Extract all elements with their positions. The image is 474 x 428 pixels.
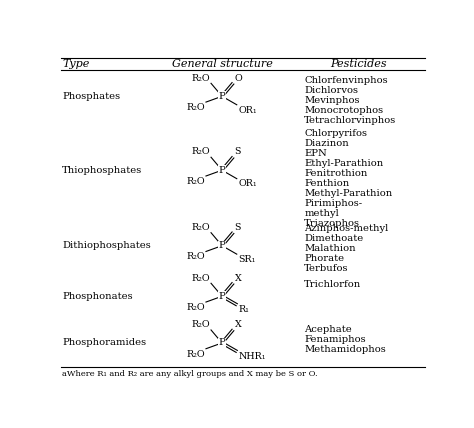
Text: P: P [219,339,225,348]
Text: Terbufos: Terbufos [304,264,349,273]
Text: R₂O: R₂O [191,148,210,157]
Text: Diazinon: Diazinon [304,139,349,148]
Text: Chlorpyrifos: Chlorpyrifos [304,129,367,138]
Text: S: S [235,223,241,232]
Text: P: P [219,166,225,175]
Text: R₂O: R₂O [187,177,205,186]
Text: Dimethoate: Dimethoate [304,234,364,243]
Text: R₂O: R₂O [191,320,210,329]
Text: Triazophos: Triazophos [304,219,360,228]
Text: OR₁: OR₁ [238,179,257,188]
Text: R₂O: R₂O [187,252,205,261]
Text: Phosphates: Phosphates [63,92,120,101]
Text: R₂O: R₂O [187,103,205,112]
Text: O: O [235,74,242,83]
Text: Methyl-Parathion: Methyl-Parathion [304,189,392,198]
Text: Type: Type [63,59,90,69]
Text: Pesticides: Pesticides [330,59,387,69]
Text: Dithiophosphates: Dithiophosphates [63,241,151,250]
Text: R₂O: R₂O [187,303,205,312]
Text: Pirimiphos-: Pirimiphos- [304,199,362,208]
Text: R₂O: R₂O [187,350,205,359]
Text: Mevinphos: Mevinphos [304,96,360,105]
Text: Phorate: Phorate [304,254,344,263]
Text: Monocrotophos: Monocrotophos [304,106,383,115]
Text: Phosphoramides: Phosphoramides [63,339,146,348]
Text: Dichlorvos: Dichlorvos [304,86,358,95]
Text: aWhere R₁ and R₂ are any alkyl groups and X may be S or O.: aWhere R₁ and R₂ are any alkyl groups an… [63,370,318,378]
Text: General structure: General structure [172,59,273,69]
Text: R₂O: R₂O [191,74,210,83]
Text: Malathion: Malathion [304,244,356,253]
Text: X: X [235,273,241,282]
Text: Ethyl-Parathion: Ethyl-Parathion [304,159,383,168]
Text: R₂O: R₂O [191,223,210,232]
Text: EPN: EPN [304,149,327,158]
Text: methyl: methyl [304,209,339,218]
Text: OR₁: OR₁ [238,106,257,115]
Text: P: P [219,241,225,250]
Text: Trichlorfon: Trichlorfon [304,280,361,289]
Text: Acephate: Acephate [304,325,352,334]
Text: Chlorfenvinphos: Chlorfenvinphos [304,76,388,85]
Text: SR₁: SR₁ [238,255,255,264]
Text: R₁: R₁ [238,306,249,315]
Text: Thiophosphates: Thiophosphates [63,166,143,175]
Text: P: P [219,292,225,301]
Text: S: S [235,148,241,157]
Text: Fenitrothion: Fenitrothion [304,169,367,178]
Text: Tetrachlorvinphos: Tetrachlorvinphos [304,116,396,125]
Text: Azinphos-methyl: Azinphos-methyl [304,224,388,233]
Text: X: X [235,320,241,329]
Text: Fenamiphos: Fenamiphos [304,335,366,344]
Text: NHR₁: NHR₁ [238,352,266,361]
Text: P: P [219,92,225,101]
Text: Phosphonates: Phosphonates [63,292,133,301]
Text: R₂O: R₂O [191,273,210,282]
Text: Fenthion: Fenthion [304,179,349,188]
Text: Methamidophos: Methamidophos [304,345,386,354]
